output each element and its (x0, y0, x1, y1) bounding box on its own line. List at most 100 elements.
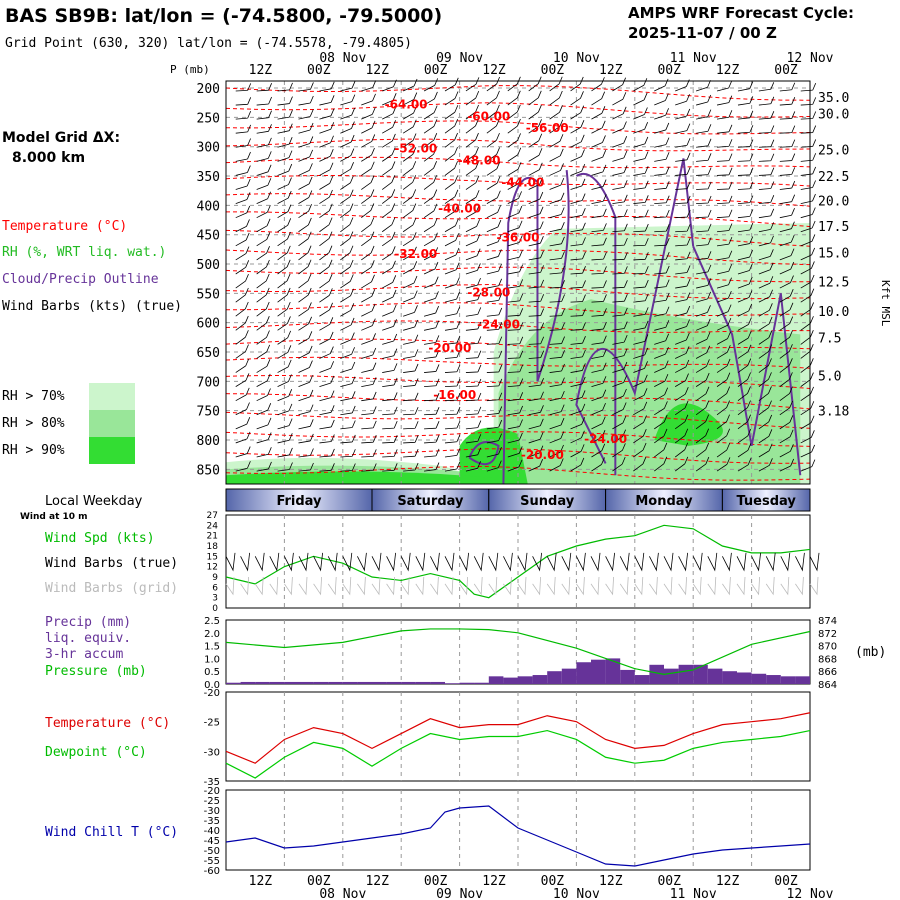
temperature-line (225, 712, 811, 764)
wind-barb (612, 180, 628, 190)
wind-barb (298, 419, 314, 430)
pressure-tick-label: 500 (197, 258, 220, 273)
wind-barb (549, 90, 563, 106)
wind-barb-grid (327, 576, 337, 596)
precip-bar (445, 683, 460, 684)
wind-barb (674, 428, 689, 444)
precip-bar (313, 681, 329, 684)
wind-barb-grid (576, 576, 585, 596)
wind-barb-true (590, 552, 601, 572)
wind-barb (717, 195, 733, 205)
wind-barb (235, 373, 250, 387)
wind-barb (298, 287, 312, 303)
wind-barb (486, 350, 503, 359)
wind-barb (612, 388, 627, 402)
wind-barb (717, 139, 733, 148)
wind-barb (382, 333, 398, 345)
temperature-contour (225, 393, 811, 410)
wind-barb (361, 391, 377, 402)
wind-barb (695, 442, 710, 458)
wind-barb (402, 119, 417, 134)
wind-barb (340, 405, 356, 416)
wind-speed-line (225, 524, 811, 599)
wind-barb (528, 265, 544, 275)
windchill-tick-label: -20 (204, 786, 220, 797)
wind-barb (654, 293, 670, 303)
wind-barb (486, 322, 503, 331)
wind-barb (695, 386, 710, 402)
wind-barb (716, 80, 733, 92)
wind-barb-grid (605, 576, 614, 596)
pressure-unit: (mb) (855, 645, 886, 660)
wind-barb (465, 447, 482, 458)
dewpoint-line (225, 729, 811, 779)
wind-barb (654, 306, 670, 317)
precip-bar (474, 682, 489, 684)
temperature-contour (225, 175, 811, 187)
wind-barb-grid (269, 576, 279, 596)
wind-barb (465, 277, 481, 289)
wind-barb (444, 448, 461, 458)
kft-tick-label: 12.5 (818, 276, 849, 291)
wind-barb (235, 431, 251, 444)
legend-rh70: RH > 70% (2, 389, 65, 404)
wind-barb-grid (780, 576, 790, 596)
wind-barb-true (415, 552, 426, 572)
weekday-label: Tuesday (736, 494, 796, 509)
wind-barb (402, 261, 418, 275)
wind-barb-grid (765, 576, 775, 596)
wind-barb (361, 449, 377, 458)
wind-barb (256, 316, 270, 331)
kft-tick-label: 22.5 (818, 170, 849, 185)
wind-barb (361, 377, 377, 388)
wind-barb (549, 280, 565, 289)
wind-barb (654, 93, 669, 106)
wind-barb (528, 294, 545, 303)
wind-barb (549, 192, 565, 204)
precip-bar (780, 676, 796, 684)
wind-speed-label: Wind Spd (kts) (45, 531, 155, 546)
wind-barb (800, 82, 817, 92)
wind-barb (633, 320, 649, 331)
wind-barb (591, 389, 607, 402)
wind-barb (277, 96, 293, 106)
wind-barb (361, 318, 376, 331)
wind-barb (298, 136, 314, 148)
pressure-tick-label: 866 (818, 667, 837, 678)
bottom-date-label: 10 Nov (553, 887, 600, 900)
temperature-contour-label: -44.00 (501, 176, 544, 190)
rh90-swatch (89, 437, 135, 464)
wind-barb (570, 208, 586, 219)
wind-barb (717, 124, 733, 134)
wind-barb (675, 237, 691, 247)
cycle-label: AMPS WRF Forecast Cycle: (628, 4, 854, 22)
wind-barb (256, 388, 271, 402)
wind-barb (779, 429, 794, 444)
wind-barb (674, 414, 689, 430)
wind-barb (256, 151, 272, 162)
model-grid-value: 8.000 km (12, 150, 85, 166)
kft-tick-label: 35.0 (818, 91, 849, 106)
wind-barb (633, 209, 649, 219)
wind-barb (235, 402, 250, 416)
wind-barb (298, 259, 312, 275)
wind-barb (696, 94, 712, 106)
wind-barb (633, 122, 649, 134)
pressure-tick-label: 600 (197, 317, 220, 332)
wind-barb (570, 237, 586, 247)
wind-barb-true (254, 552, 265, 572)
wind-barb (800, 111, 817, 120)
wind-barb (403, 406, 419, 416)
wind-barb (340, 274, 354, 289)
wind-barb (402, 246, 417, 261)
wind-barb (758, 181, 775, 190)
wind-barb (277, 218, 292, 233)
wind-barb (716, 358, 731, 373)
weekday-cell (721, 488, 811, 512)
kft-tick-label: 30.0 (818, 107, 849, 122)
wind-barb (444, 378, 461, 388)
wind-barb (591, 416, 606, 430)
wind-barb (298, 190, 313, 204)
wind-barb (591, 457, 605, 472)
wind-barb (486, 406, 503, 416)
